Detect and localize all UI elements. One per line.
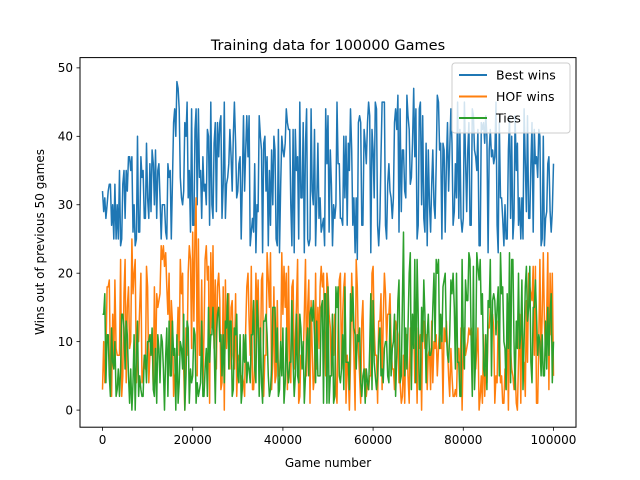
- legend-label-ties: Ties: [495, 111, 521, 126]
- legend-box: [451, 62, 571, 134]
- x-tick-label: 40000: [264, 433, 302, 447]
- plot-area: [101, 80, 555, 411]
- legend: Best wins HOF wins Ties: [451, 62, 571, 134]
- y-axis-label: Wins out of previous 50 games: [33, 149, 47, 335]
- y-tick-label: 40: [58, 130, 73, 144]
- y-tick-label: 0: [65, 403, 73, 417]
- x-tick-label: 100000: [531, 433, 577, 447]
- series-line-best-wins: [101, 80, 555, 261]
- y-axis: 0 10 20 30 40 50: [58, 61, 80, 417]
- x-axis-label: Game number: [285, 456, 371, 470]
- chart-title: Training data for 100000 Games: [210, 38, 445, 54]
- series-line-ties: [102, 231, 555, 411]
- y-tick-label: 30: [58, 198, 73, 212]
- x-tick-label: 20000: [174, 433, 212, 447]
- y-tick-label: 50: [58, 61, 73, 75]
- x-tick-label: 60000: [354, 433, 392, 447]
- x-tick-label: 0: [99, 433, 107, 447]
- y-tick-label: 20: [58, 267, 73, 281]
- legend-label-hof-wins: HOF wins: [496, 89, 555, 104]
- x-tick-label: 80000: [444, 433, 482, 447]
- y-tick-label: 10: [58, 335, 73, 349]
- x-axis: 0 20000 40000 60000 80000 100000: [99, 427, 577, 447]
- legend-label-best-wins: Best wins: [496, 68, 556, 83]
- plot-frame: [79, 57, 577, 428]
